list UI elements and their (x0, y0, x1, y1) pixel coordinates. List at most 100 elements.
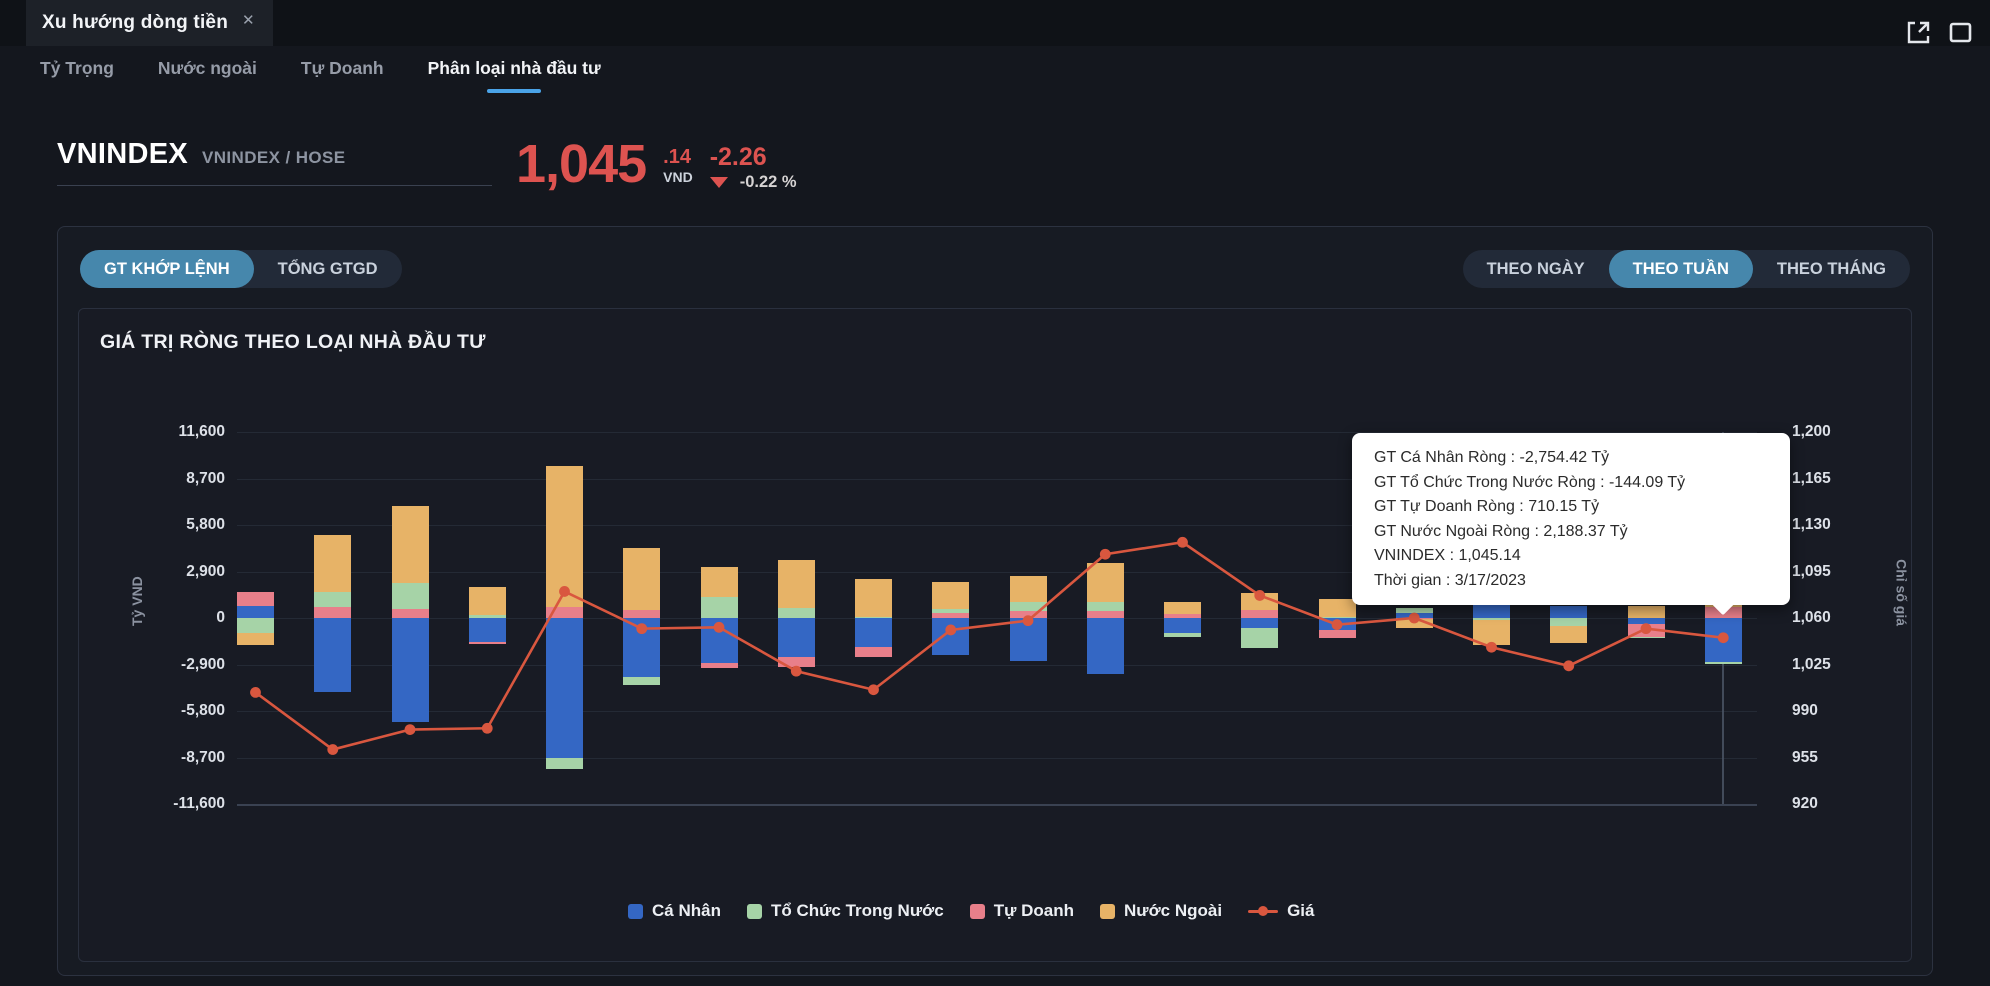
bar-segment-nước-ngoài[interactable] (1086, 562, 1124, 602)
bar-segment-nước-ngoài[interactable] (391, 505, 429, 583)
bar-segment-nước-ngoài[interactable] (237, 633, 274, 646)
subnav-tab-3[interactable]: Tự Doanh (300, 57, 384, 78)
bar-segment-cá-nhân[interactable] (546, 618, 583, 759)
period-toggle-button-2[interactable]: THEO TUẦN (1608, 250, 1753, 288)
close-icon[interactable]: ✕ (242, 12, 255, 29)
bar-segment-tổ-chức-trong-nước[interactable] (855, 617, 892, 619)
price-line-point[interactable] (481, 722, 493, 734)
price-line-point[interactable] (868, 684, 879, 696)
bar-segment-nước-ngoài[interactable] (1395, 618, 1433, 628)
bar-segment-tổ-chức-trong-nước[interactable] (1550, 618, 1588, 627)
price-line-point[interactable] (636, 623, 648, 635)
bar-segment-tổ-chức-trong-nước[interactable] (932, 609, 970, 614)
period-toggle-button-3[interactable]: THEO THÁNG (1776, 259, 1886, 278)
bar-segment-tự-doanh[interactable] (314, 606, 352, 618)
bar-segment-tự-doanh[interactable] (777, 657, 815, 668)
bar-segment-nước-ngoài[interactable] (546, 466, 583, 607)
period-toggle-button-1[interactable]: THEO NGÀY (1486, 259, 1585, 278)
subnav-tab-2[interactable]: Nước ngoài (157, 57, 257, 78)
bar-segment-nước-ngoài[interactable] (1318, 598, 1356, 618)
price-line-point[interactable] (1640, 623, 1652, 635)
bar-segment-cá-nhân[interactable] (1164, 618, 1201, 634)
price-line-point[interactable] (327, 744, 339, 755)
price-line-point[interactable] (1177, 536, 1188, 548)
bar-segment-tự-doanh[interactable] (1164, 613, 1201, 618)
bar-segment-cá-nhân[interactable] (314, 618, 352, 693)
price-line-point[interactable] (404, 724, 416, 735)
bar-segment-nước-ngoài[interactable] (314, 534, 352, 592)
bar-segment-tự-doanh[interactable] (700, 663, 738, 669)
bar-segment-cá-nhân[interactable] (1550, 605, 1588, 618)
bar-segment-tự-doanh[interactable] (1086, 610, 1124, 618)
volume-toggle-button-2[interactable]: TỔNG GTGD (277, 259, 378, 278)
bar-segment-nước-ngoài[interactable] (932, 581, 970, 610)
bar-segment-tổ-chức-trong-nước[interactable] (546, 758, 583, 769)
legend-item-gia[interactable]: Giá (1248, 901, 1314, 921)
bar-segment-cá-nhân[interactable] (1627, 618, 1665, 624)
bar-segment-cá-nhân[interactable] (1241, 618, 1279, 629)
bar-segment-tổ-chức-trong-nước[interactable] (1627, 636, 1665, 639)
price-line-point[interactable] (713, 621, 725, 633)
bar-segment-tự-doanh[interactable] (1009, 610, 1047, 618)
bar-segment-tự-doanh[interactable] (932, 613, 970, 618)
legend-item-nước-ngoài[interactable]: Nước Ngoài (1100, 901, 1222, 921)
bar-segment-nước-ngoài[interactable] (1473, 619, 1510, 645)
price-line-point[interactable] (1022, 615, 1034, 627)
bar-segment-nước-ngoài[interactable] (1164, 601, 1201, 614)
bar-segment-cá-nhân[interactable] (468, 618, 506, 642)
chart-plot-area[interactable] (237, 432, 1757, 806)
bar-segment-nước-ngoài[interactable] (1627, 605, 1665, 618)
subnav-tab-1[interactable]: Tỷ Trọng (40, 57, 114, 78)
bar-segment-tổ-chức-trong-nước[interactable] (391, 582, 429, 609)
bar-segment-tổ-chức-trong-nước[interactable] (623, 677, 661, 686)
bar-segment-tổ-chức-trong-nước[interactable] (1395, 608, 1433, 614)
price-line-point[interactable] (1099, 548, 1111, 560)
legend-item-cá-nhân[interactable]: Cá Nhân (628, 901, 721, 921)
price-line-point[interactable] (790, 665, 802, 677)
instrument-selector[interactable]: VNINDEX VNINDEX / HOSE (57, 120, 492, 186)
bar-segment-nước-ngoài[interactable] (468, 586, 506, 615)
bar-segment-tự-doanh[interactable] (468, 641, 506, 645)
bar-segment-cá-nhân[interactable] (237, 606, 274, 618)
price-line-point[interactable] (1563, 660, 1575, 672)
volume-toggle-button-1[interactable]: GT KHỚP LỆNH (80, 250, 254, 288)
bar-segment-nước-ngoài[interactable] (1241, 592, 1279, 610)
bar-segment-tổ-chức-trong-nước[interactable] (314, 591, 352, 607)
price-line-point[interactable] (1717, 632, 1729, 644)
bar-segment-tổ-chức-trong-nước[interactable] (1241, 628, 1279, 648)
bar-segment-tổ-chức-trong-nước[interactable] (468, 614, 506, 618)
bar-segment-nước-ngoài[interactable] (700, 566, 738, 597)
bar-segment-nước-ngoài[interactable] (623, 547, 661, 610)
bar-segment-tổ-chức-trong-nước[interactable] (1704, 662, 1742, 665)
bar-segment-tự-doanh[interactable] (237, 592, 274, 607)
bar-segment-cá-nhân[interactable] (1473, 602, 1510, 618)
bar-segment-cá-nhân[interactable] (855, 618, 892, 648)
maximize-window-icon[interactable] (1947, 19, 1974, 46)
price-line-point[interactable] (559, 586, 570, 597)
bar-segment-tổ-chức-trong-nước[interactable] (1009, 601, 1047, 611)
bar-segment-tổ-chức-trong-nước[interactable] (777, 607, 815, 618)
bar-segment-tổ-chức-trong-nước[interactable] (1473, 618, 1510, 620)
legend-item-tổ-chức-trong-nước[interactable]: Tổ Chức Trong Nước (746, 901, 944, 921)
bar-segment-tổ-chức-trong-nước[interactable] (1086, 601, 1124, 611)
bar-segment-tổ-chức-trong-nước[interactable] (237, 618, 274, 634)
price-line-point[interactable] (250, 687, 261, 698)
bar-segment-nước-ngoài[interactable] (1009, 575, 1047, 602)
bar-segment-tổ-chức-trong-nước[interactable] (1318, 617, 1356, 619)
legend-item-tự-doanh[interactable]: Tự Doanh (969, 901, 1074, 921)
bar-segment-cá-nhân[interactable] (391, 618, 429, 723)
open-external-icon[interactable] (1905, 19, 1932, 46)
bar-segment-tự-doanh[interactable] (1318, 629, 1356, 639)
bar-segment-cá-nhân[interactable] (777, 618, 815, 658)
bar-segment-tự-doanh[interactable] (1241, 609, 1279, 618)
price-line-point[interactable] (945, 624, 957, 636)
bar-segment-nước-ngoài[interactable] (855, 578, 892, 618)
price-line-point[interactable] (1254, 590, 1266, 601)
bar-segment-cá-nhân[interactable] (1086, 618, 1124, 675)
price-line-point[interactable] (1486, 641, 1497, 653)
bar-segment-tự-doanh[interactable] (623, 609, 661, 618)
price-line-point[interactable] (1331, 619, 1343, 631)
bar-segment-nước-ngoài[interactable] (777, 559, 815, 608)
bar-segment-tổ-chức-trong-nước[interactable] (1164, 633, 1201, 637)
bar-segment-tự-doanh[interactable] (391, 609, 429, 618)
